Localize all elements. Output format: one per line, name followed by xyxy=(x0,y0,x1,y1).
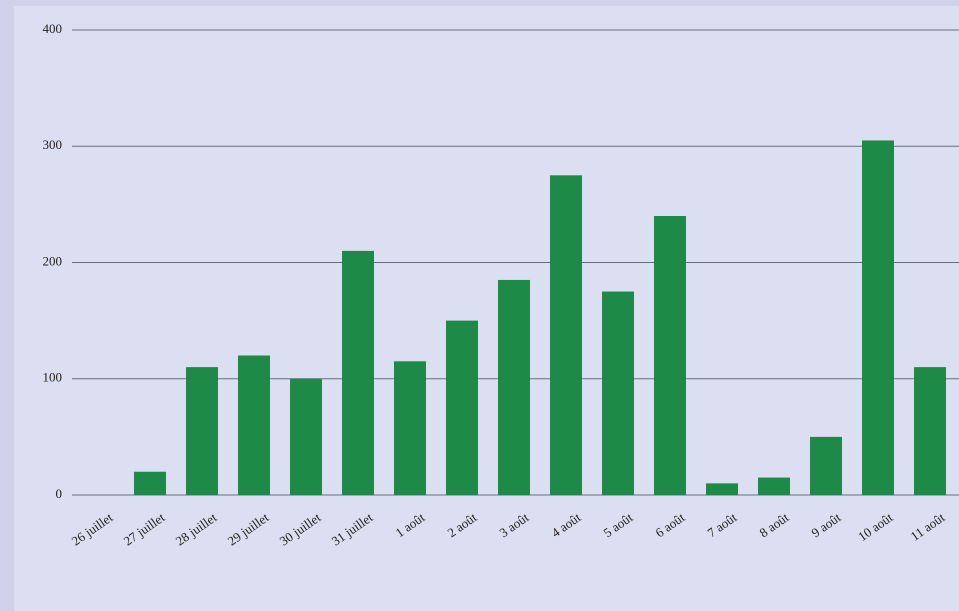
bar xyxy=(394,361,426,495)
bar xyxy=(654,216,686,495)
bar xyxy=(342,250,374,495)
bar xyxy=(706,483,738,495)
bar xyxy=(290,378,322,495)
y-tick-label: 400 xyxy=(43,21,63,36)
y-tick-label: 100 xyxy=(43,370,63,385)
bar xyxy=(446,320,478,495)
bar xyxy=(758,477,790,495)
bar xyxy=(498,279,530,495)
bar xyxy=(238,355,270,495)
bar xyxy=(602,291,634,495)
paper xyxy=(14,6,959,611)
bar xyxy=(550,175,582,495)
bar xyxy=(186,367,218,495)
y-tick-label: 300 xyxy=(43,137,63,152)
bar xyxy=(914,367,946,495)
y-tick-label: 200 xyxy=(43,253,63,268)
bar xyxy=(862,140,894,495)
bar xyxy=(134,471,166,495)
y-tick-label: 0 xyxy=(56,486,63,501)
bar xyxy=(810,436,842,495)
